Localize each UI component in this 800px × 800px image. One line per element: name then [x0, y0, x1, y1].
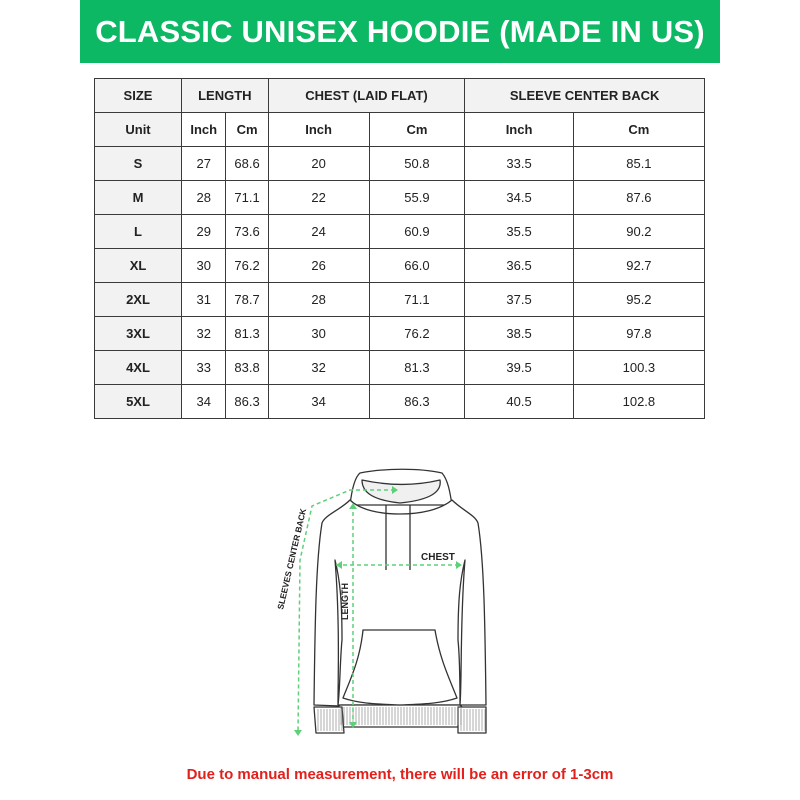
unit-cell: Cm — [368, 112, 466, 147]
title-banner: CLASSIC UNISEX HOODIE (MADE IN US) — [80, 0, 720, 63]
header-length: LENGTH — [181, 78, 269, 113]
table-row: L 29 73.6 24 60.9 35.5 90.2 — [94, 214, 706, 249]
unit-cell: Cm — [572, 112, 706, 147]
value-cell: 73.6 — [225, 214, 269, 249]
value-cell: 40.5 — [464, 384, 574, 419]
value-cell: 35.5 — [464, 214, 574, 249]
sleeve-label: SLEEVES CENTER BACK — [275, 507, 308, 611]
value-cell: 66.0 — [368, 248, 466, 283]
value-cell: 28 — [180, 180, 227, 215]
header-size: SIZE — [94, 78, 182, 113]
size-cell: 2XL — [94, 282, 182, 317]
table-row: 2XL 31 78.7 28 71.1 37.5 95.2 — [94, 282, 706, 317]
value-cell: 86.3 — [368, 384, 466, 419]
table-row: M 28 71.1 22 55.9 34.5 87.6 — [94, 180, 706, 215]
value-cell: 31 — [180, 282, 227, 317]
value-cell: 86.3 — [225, 384, 269, 419]
value-cell: 34 — [180, 384, 227, 419]
unit-label: Unit — [94, 112, 182, 147]
value-cell: 20 — [267, 146, 370, 181]
value-cell: 76.2 — [368, 316, 466, 351]
length-label: LENGTH — [340, 583, 350, 620]
size-table: SIZE LENGTH CHEST (LAID FLAT) SLEEVE CEN… — [94, 78, 706, 419]
arrowheads — [294, 486, 462, 736]
ribbing — [317, 707, 486, 731]
value-cell: 95.2 — [572, 282, 706, 317]
size-cell: 5XL — [94, 384, 182, 419]
unit-cell: Inch — [464, 112, 574, 147]
value-cell: 78.7 — [225, 282, 269, 317]
measurement-note: Due to manual measurement, there will be… — [186, 766, 614, 783]
page-title: CLASSIC UNISEX HOODIE (MADE IN US) — [95, 13, 705, 49]
value-cell: 71.1 — [368, 282, 466, 317]
value-cell: 30 — [267, 316, 370, 351]
value-cell: 28 — [267, 282, 370, 317]
sleeve-measure-line — [297, 489, 395, 734]
value-cell: 81.3 — [225, 316, 269, 351]
value-cell: 90.2 — [572, 214, 706, 249]
unit-cell: Inch — [180, 112, 227, 147]
group-header-row: SIZE LENGTH CHEST (LAID FLAT) SLEEVE CEN… — [94, 78, 705, 113]
header-sleeve: SLEEVE CENTER BACK — [464, 78, 705, 113]
value-cell: 29 — [180, 214, 227, 249]
size-cell: 4XL — [94, 350, 182, 385]
unit-row: Unit Inch Cm Inch Cm Inch Cm — [94, 112, 706, 147]
unit-cell: Inch — [267, 112, 370, 147]
value-cell: 76.2 — [225, 248, 269, 283]
header-chest: CHEST (LAID FLAT) — [267, 78, 466, 113]
value-cell: 97.8 — [572, 316, 706, 351]
size-cell: XL — [94, 248, 182, 283]
unit-cell: Cm — [225, 112, 269, 147]
value-cell: 33.5 — [464, 146, 574, 181]
value-cell: 60.9 — [368, 214, 466, 249]
size-cell: 3XL — [94, 316, 182, 351]
measure-lines — [297, 489, 460, 734]
value-cell: 34.5 — [464, 180, 574, 215]
value-cell: 100.3 — [572, 350, 706, 385]
table-row: 5XL 34 86.3 34 86.3 40.5 102.8 — [94, 384, 706, 419]
hoodie-outline — [313, 468, 487, 734]
table-row: 3XL 32 81.3 30 76.2 38.5 97.8 — [94, 316, 706, 351]
value-cell: 92.7 — [572, 248, 706, 283]
value-cell: 26 — [267, 248, 370, 283]
value-cell: 37.5 — [464, 282, 574, 317]
value-cell: 102.8 — [572, 384, 706, 419]
value-cell: 24 — [267, 214, 370, 249]
chest-label: CHEST — [421, 552, 455, 563]
value-cell: 34 — [267, 384, 370, 419]
value-cell: 87.6 — [572, 180, 706, 215]
